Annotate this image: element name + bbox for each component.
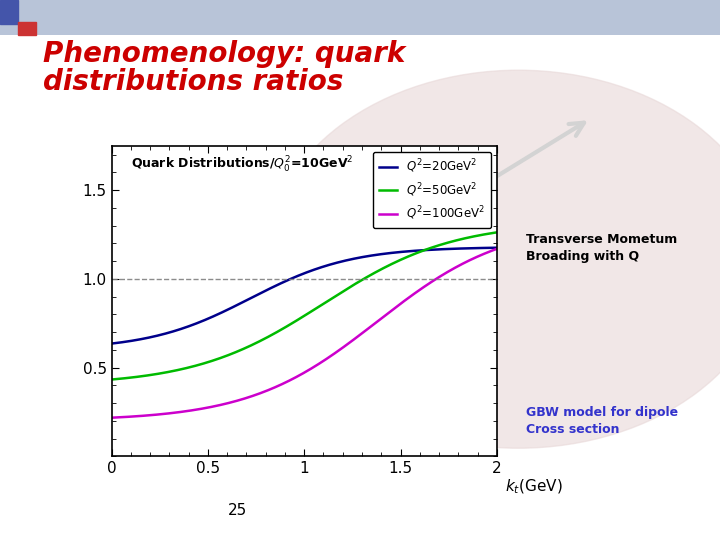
Bar xyxy=(0,0,18,24)
Text: Transverse Mometum
Broading with Q: Transverse Mometum Broading with Q xyxy=(526,233,677,264)
Text: GBW model for dipole
Cross section: GBW model for dipole Cross section xyxy=(526,406,678,436)
Text: distributions ratios: distributions ratios xyxy=(43,68,343,96)
Text: Phenomenology: quark: Phenomenology: quark xyxy=(43,40,405,69)
FancyBboxPatch shape xyxy=(0,0,720,35)
Bar xyxy=(18,22,36,35)
Text: Quark Distributions/$Q_0^2$=10GeV$^2$: Quark Distributions/$Q_0^2$=10GeV$^2$ xyxy=(131,155,354,175)
Text: $k_t$(GeV): $k_t$(GeV) xyxy=(505,478,562,496)
Legend: $Q^2$=20GeV$^2$, $Q^2$=50GeV$^2$, $Q^2$=100GeV$^2$: $Q^2$=20GeV$^2$, $Q^2$=50GeV$^2$, $Q^2$=… xyxy=(373,152,491,228)
Circle shape xyxy=(266,70,720,448)
Text: 25: 25 xyxy=(228,503,247,518)
